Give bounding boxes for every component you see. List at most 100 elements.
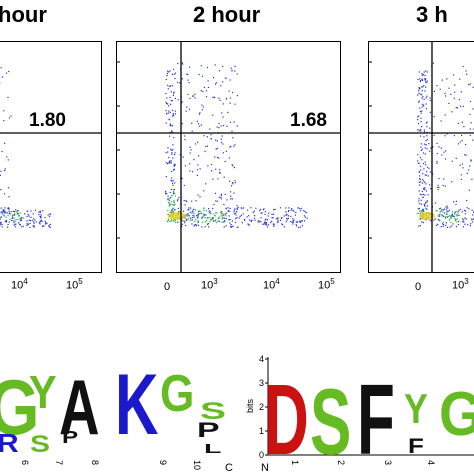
event-dot <box>229 218 231 221</box>
logo-ytick: 3 <box>259 378 264 388</box>
event-dot <box>4 142 6 144</box>
event-dot <box>213 213 215 215</box>
event-dot <box>445 95 447 97</box>
event-dot <box>459 208 461 210</box>
event-dot <box>214 192 217 194</box>
tick-exp: 5 <box>330 277 335 286</box>
event-dot <box>201 75 203 77</box>
event-dot <box>210 138 212 140</box>
event-dot <box>204 150 206 153</box>
event-dot <box>467 224 469 226</box>
event-dot <box>181 177 183 180</box>
event-dot <box>301 220 303 222</box>
event-dot <box>1 223 3 226</box>
event-dot <box>32 213 34 215</box>
event-dot <box>466 73 468 75</box>
event-dot <box>181 223 183 225</box>
event-dot <box>235 218 237 220</box>
event-dot <box>30 210 32 212</box>
event-dot <box>184 204 186 206</box>
event-dot <box>432 146 434 148</box>
event-dot <box>233 213 235 215</box>
event-dot <box>7 187 10 189</box>
event-dot <box>471 209 473 211</box>
event-dot <box>454 213 456 215</box>
event-dot <box>193 159 195 161</box>
event-dot <box>1 150 3 153</box>
event-dot <box>439 208 441 210</box>
event-dot <box>172 115 174 117</box>
event-dot <box>233 167 235 169</box>
event-dot <box>421 89 423 92</box>
event-dot <box>453 74 455 76</box>
event-dot <box>166 72 168 74</box>
event-dot <box>198 213 200 215</box>
event-dot <box>39 210 41 212</box>
event-dot <box>218 220 220 222</box>
event-dot <box>458 99 460 101</box>
event-dot <box>6 156 8 158</box>
event-dot <box>469 100 472 103</box>
event-dot <box>30 216 32 218</box>
event-dot <box>14 213 16 215</box>
event-dot <box>170 124 172 126</box>
event-dot <box>181 219 183 222</box>
event-dot <box>166 97 168 99</box>
event-dot <box>422 209 424 211</box>
event-dot <box>10 220 13 222</box>
event-dot <box>463 209 465 211</box>
event-dot <box>197 221 199 223</box>
event-dot <box>171 208 174 210</box>
event-dot <box>421 182 423 184</box>
tick-base: 10 <box>66 279 79 292</box>
event-dot <box>448 87 450 89</box>
event-dot <box>440 211 442 213</box>
event-dot <box>418 190 420 192</box>
event-dot <box>203 86 205 89</box>
event-dot <box>421 194 423 196</box>
event-dot <box>418 162 420 164</box>
event-dot <box>16 213 18 215</box>
event-dot <box>197 210 199 212</box>
event-dot <box>174 113 176 115</box>
logo-letter-D: D <box>264 364 309 474</box>
event-dot <box>281 216 283 219</box>
flow-plot-1-svg <box>0 67 101 228</box>
event-dot <box>243 218 246 221</box>
event-dot <box>421 221 423 223</box>
event-dot <box>184 220 186 222</box>
event-dot <box>218 157 220 159</box>
event-dot <box>288 210 290 212</box>
event-dot <box>208 210 210 212</box>
event-dot <box>188 108 191 110</box>
event-dot <box>447 215 449 217</box>
event-dot <box>12 215 14 217</box>
event-dot <box>419 202 421 205</box>
event-dot <box>458 220 460 222</box>
event-dot <box>0 170 2 172</box>
event-dot <box>426 121 428 123</box>
event-dot <box>427 194 429 196</box>
event-dot <box>300 220 302 222</box>
event-dot <box>165 152 167 154</box>
event-dot <box>418 181 420 183</box>
event-dot <box>421 126 423 128</box>
event-dot <box>172 184 174 186</box>
event-dot <box>271 217 273 219</box>
event-dot <box>468 169 470 171</box>
event-dot <box>424 90 426 92</box>
event-dot <box>11 214 13 216</box>
event-dot <box>21 226 23 228</box>
event-dot <box>183 199 185 202</box>
event-dot <box>419 178 421 180</box>
event-dot <box>442 221 444 223</box>
event-dot <box>449 216 452 218</box>
event-dot <box>469 134 471 137</box>
event-dot <box>420 165 422 167</box>
event-dot <box>424 153 426 155</box>
event-dot <box>193 95 195 97</box>
event-dot <box>168 205 170 207</box>
event-dot <box>169 96 171 99</box>
event-dot <box>419 193 421 195</box>
event-dot <box>243 207 245 209</box>
